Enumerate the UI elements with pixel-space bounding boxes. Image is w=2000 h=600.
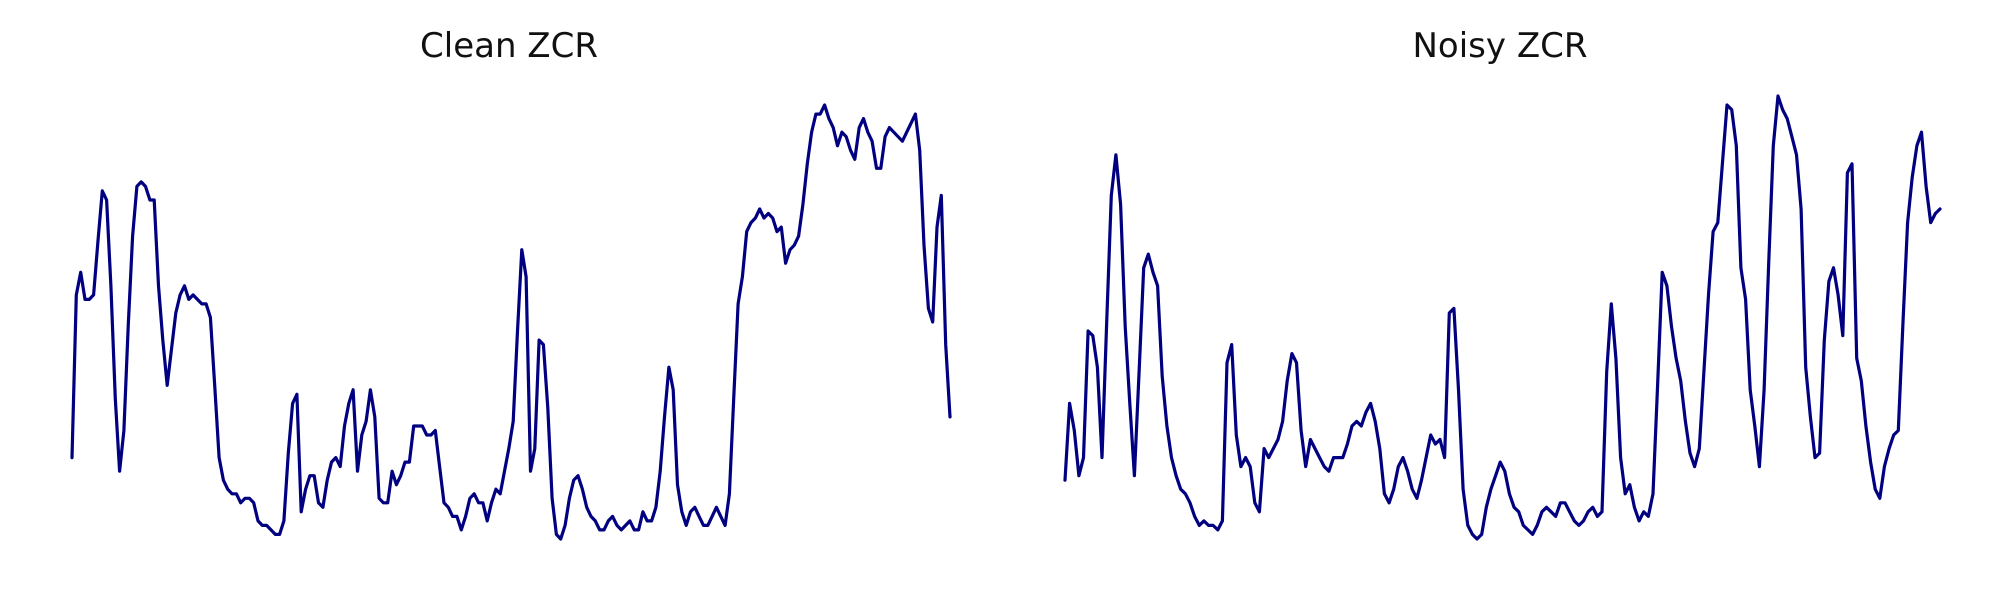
chart-panel-clean: Clean ZCR — [70, 26, 952, 541]
chart-title-clean: Clean ZCR — [420, 26, 598, 66]
series-line-noisy — [1063, 94, 1942, 541]
chart-title-noisy: Noisy ZCR — [1412, 26, 1588, 66]
plot-clean — [70, 103, 952, 541]
series-line-clean — [70, 103, 952, 541]
plot-noisy — [1063, 94, 1942, 541]
chart-panel-noisy: Noisy ZCR — [1000, 0, 2000, 600]
